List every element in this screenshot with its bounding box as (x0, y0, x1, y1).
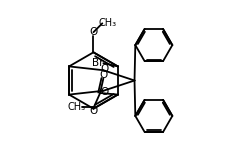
Text: CH₃: CH₃ (98, 18, 116, 28)
Text: O: O (100, 64, 108, 74)
Text: O: O (99, 70, 107, 80)
Text: O: O (89, 27, 97, 37)
Text: O: O (100, 87, 108, 97)
Text: Br: Br (92, 58, 103, 68)
Text: O: O (89, 106, 97, 116)
Text: CH₃: CH₃ (67, 102, 85, 112)
